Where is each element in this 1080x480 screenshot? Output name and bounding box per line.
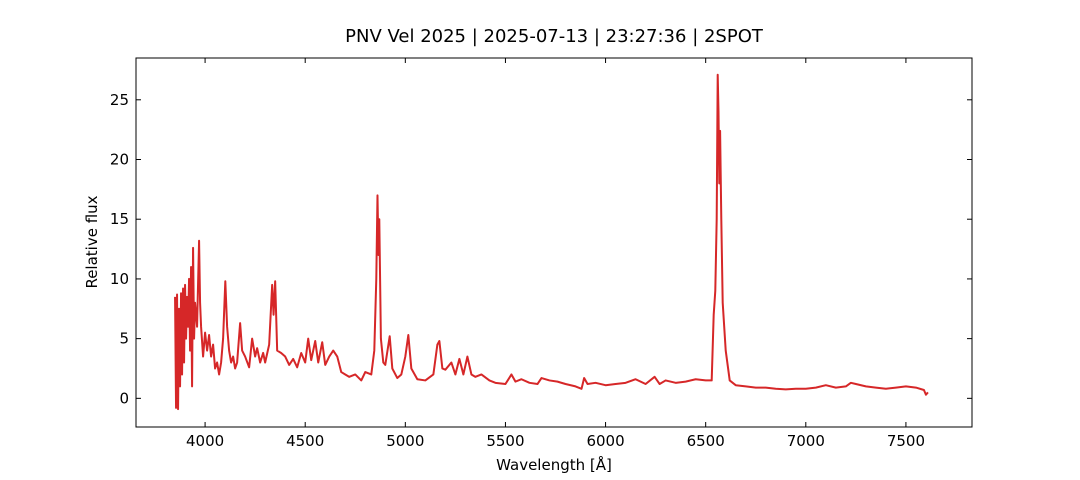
chart-title: PNV Vel 2025 | 2025-07-13 | 23:27:36 | 2… — [345, 26, 764, 47]
y-tick-label: 0 — [119, 389, 129, 407]
plot-frame — [135, 57, 973, 428]
x-tick-label: 4500 — [286, 432, 324, 450]
x-tick-label: 7500 — [887, 432, 925, 450]
y-tick-label: 15 — [110, 210, 129, 228]
y-axis-label: Relative flux — [83, 195, 101, 288]
y-tick-label: 10 — [110, 270, 129, 288]
x-tick-label: 5000 — [386, 432, 424, 450]
y-tick-label: 20 — [110, 151, 129, 169]
x-tick-label: 6500 — [687, 432, 725, 450]
x-tick-label: 6000 — [586, 432, 624, 450]
spectrum-line — [174, 73, 929, 411]
y-tick-label: 5 — [119, 330, 129, 348]
x-axis-label: Wavelength [Å] — [496, 455, 612, 474]
y-tick-label: 25 — [110, 91, 129, 109]
x-tick-label: 4000 — [186, 432, 224, 450]
x-tick-label: 5500 — [486, 432, 524, 450]
x-tick-label: 7000 — [787, 432, 825, 450]
